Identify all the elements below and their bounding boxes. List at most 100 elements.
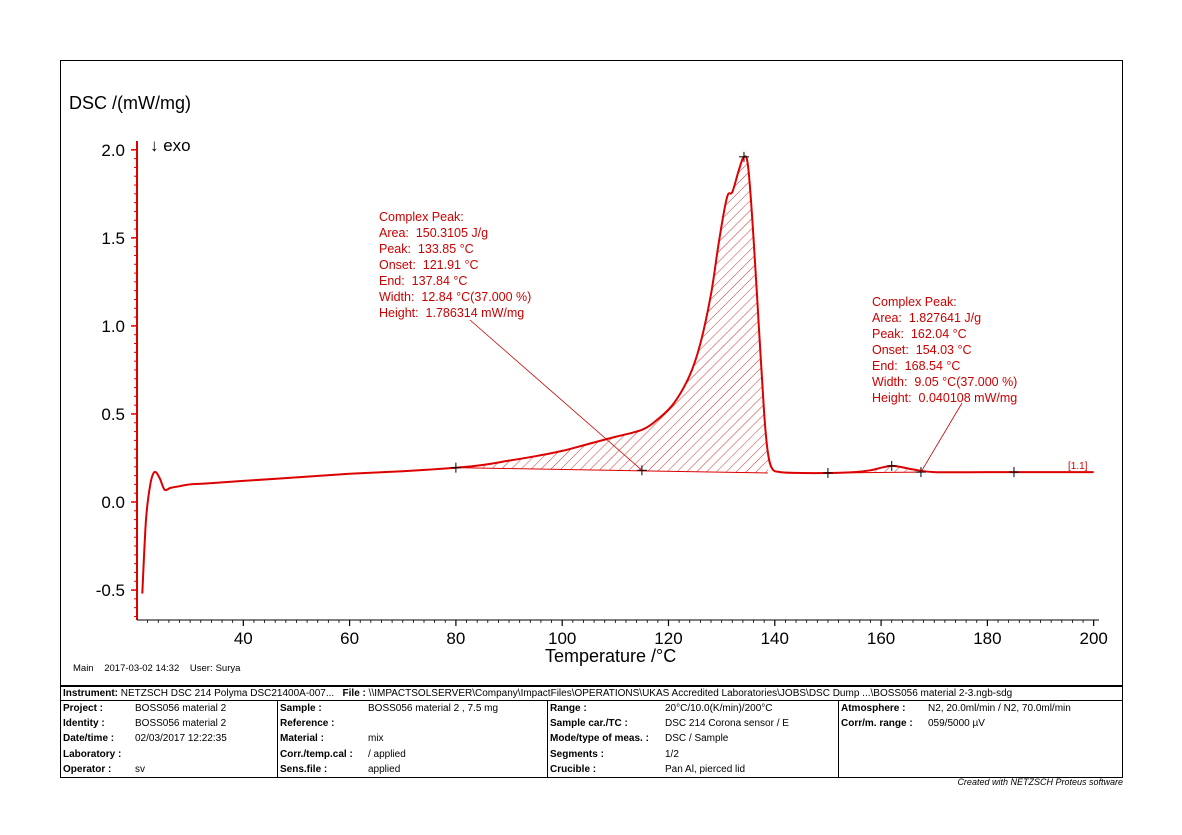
meta-datetime: 2017-03-02 14:32 (104, 663, 180, 674)
info-label: Corr/m. range : (841, 718, 913, 730)
info-row: Project : BOSS056 material 2 (63, 701, 226, 716)
info-row: Segments : 1/2 (550, 747, 679, 762)
info-label: Reference : (280, 718, 335, 730)
info-label: Laboratory : (63, 748, 122, 760)
info-label: Material : (280, 733, 324, 745)
info-value: BOSS056 material 2 , 7.5 mg (368, 703, 499, 714)
peak-stat: Height: 1.786314 mW/mg (379, 306, 525, 320)
info-row: Crucible : Pan Al, pierced lid (550, 762, 745, 777)
x-tick-label: 80 (446, 629, 465, 648)
info-row: Sens.file : applied (280, 762, 400, 777)
instrument-label: Instrument: (63, 688, 118, 699)
curve-label: [1.1] (1068, 461, 1088, 472)
info-label: Segments : (550, 748, 604, 760)
info-value: mix (368, 733, 384, 745)
peak-area-2 (825, 465, 921, 474)
peak-1-leader (469, 319, 643, 471)
y-tick-label: 2.0 (101, 141, 125, 160)
info-row: Corr./temp.cal : / applied (280, 747, 406, 762)
info-label: Range : (550, 703, 587, 714)
info-label: Mode/type of meas. : (550, 733, 649, 745)
info-value: 02/03/2017 12:22:35 (135, 733, 227, 745)
exo-direction-label: ↓ exo (150, 136, 191, 155)
info-value: Pan Al, pierced lid (665, 763, 746, 775)
x-tick-label: 100 (548, 629, 576, 648)
info-column-3: Range : 20°C/10.0(K/min)/200°C Sample car.… (548, 701, 838, 778)
info-row: Laboratory : (63, 747, 121, 762)
y-tick-label: -0.5 (96, 581, 125, 600)
x-tick-label: 200 (1079, 629, 1107, 648)
peak-stat: End: 168.54 °C (872, 359, 961, 373)
info-value: BOSS056 material 2 (135, 718, 227, 730)
x-tick-label: 120 (654, 629, 682, 648)
y-tick-label: 1.5 (101, 229, 125, 248)
peak-marker (822, 467, 833, 478)
x-tick-label: 40 (234, 629, 253, 648)
x-axis-label: Temperature /°C (545, 646, 677, 666)
info-row: Identity : BOSS056 material 2 (63, 716, 226, 731)
file-value: \\IMPACTSOLSERVER\Company\ImpactFiles\OP… (368, 688, 1013, 699)
peak-title: Complex Peak: (872, 295, 957, 309)
info-row: Date/time : 02/03/2017 12:22:35 (63, 731, 227, 746)
info-column-2: Sample : BOSS056 material 2 , 7.5 mg Refer… (278, 701, 547, 778)
meta-user: Surya (215, 663, 241, 674)
info-value: N2, 20.0ml/min / N2, 70.0ml/min (928, 703, 1071, 714)
info-value: sv (135, 763, 145, 775)
peak-stat: Height: 0.040108 mW/mg (872, 391, 1018, 405)
info-value: 059/5000 µV (928, 718, 985, 730)
peak-stat: Width: 9.05 °C(37.000 %) (872, 375, 1018, 389)
file-label: File : (342, 688, 366, 699)
peak-stat: Onset: 121.91 °C (379, 258, 479, 272)
info-value: DSC 214 Corona sensor / E (665, 718, 789, 730)
info-value: BOSS056 material 2 (135, 703, 227, 714)
info-value: / applied (368, 748, 406, 760)
peak-stat: Area: 150.3105 J/g (379, 226, 489, 240)
peak-stat: Onset: 154.03 °C (872, 343, 972, 357)
info-label: Sample car./TC : (550, 718, 628, 730)
info-value: 20°C/10.0(K/min)/200°C (665, 703, 773, 714)
info-label: Project : (63, 703, 104, 714)
peak-stat: End: 137.84 °C (379, 274, 468, 288)
y-axis-label: DSC /(mW/mg) (69, 93, 191, 113)
x-tick-label: 140 (761, 629, 789, 648)
peak-2-leader (920, 402, 963, 473)
info-column-1: Project : BOSS056 material 2 Identity : BOS… (61, 701, 277, 778)
x-tick-label: 180 (973, 629, 1001, 648)
peak-marker (450, 462, 461, 473)
x-tick-label: 60 (340, 629, 359, 648)
info-row: Sample car./TC : DSC 214 Corona sensor / … (550, 716, 789, 731)
peak-stat: Peak: 133.85 °C (379, 242, 474, 256)
peak-stat: Peak: 162.04 °C (872, 327, 967, 341)
meta-user-label: User: (189, 663, 213, 674)
peak-baseline-1 (455, 467, 768, 474)
info-label: Operator : (63, 763, 112, 775)
measurement-meta: Main 2017-03-02 14:32 User: Surya (73, 663, 248, 674)
instrument-row: Instrument: NETZSCH DSC 214 Polyma DSC21… (61, 687, 1122, 701)
peak-annotation-1: Complex Peak: Area: 150.3105 J/g Peak: 133… (379, 209, 531, 321)
chart-frame (60, 60, 1123, 686)
peak-area-1 (453, 156, 769, 473)
peak-marker (886, 460, 897, 471)
peak-marker (738, 151, 749, 162)
info-row: Range : 20°C/10.0(K/min)/200°C (550, 701, 773, 716)
x-tick-label: 160 (867, 629, 895, 648)
info-label: Crucible : (550, 763, 597, 775)
y-tick-label: 0.5 (101, 405, 125, 424)
info-label: Sample : (280, 703, 322, 714)
info-value: 1/2 (665, 748, 679, 760)
info-label: Identity : (63, 718, 105, 730)
peak-annotation-2: Complex Peak: Area: 1.827641 J/g Peak: 162… (872, 294, 1017, 406)
peak-marker (1008, 467, 1019, 478)
segment-label: Main (73, 663, 94, 674)
y-tick-label: 0.0 (101, 493, 125, 512)
info-label: Corr./temp.cal : (280, 748, 353, 760)
info-row: Mode/type of meas. : DSC / Sample (550, 731, 728, 746)
info-label: Atmosphere : (841, 703, 906, 714)
info-table: Instrument: NETZSCH DSC 214 Polyma DSC21… (60, 686, 1123, 778)
info-label: Date/time : (63, 733, 115, 745)
info-row: Operator : sv (63, 762, 145, 777)
info-row: Material : mix (280, 731, 384, 746)
info-row: Sample : BOSS056 material 2 , 7.5 mg (280, 701, 498, 716)
instrument-value: NETZSCH DSC 214 Polyma DSC21400A-007... (120, 688, 335, 699)
